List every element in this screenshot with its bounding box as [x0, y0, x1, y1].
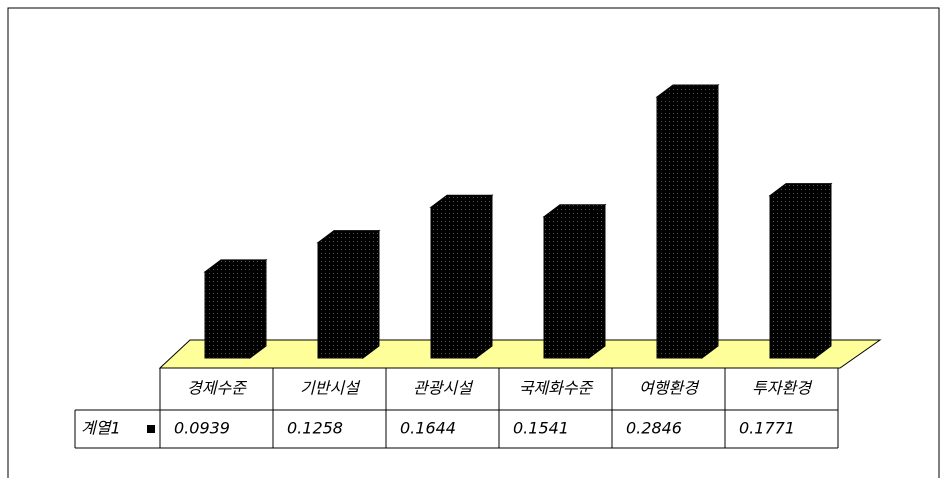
bar-front [204, 271, 251, 359]
bar-side [814, 182, 832, 359]
bar [768, 182, 833, 359]
bar-front [656, 96, 703, 359]
legend-key [147, 425, 155, 433]
bar-side [475, 194, 493, 359]
data-label: 0.1541 [513, 419, 569, 438]
data-label: 0.1644 [400, 419, 456, 438]
category-label: 기반시설 [300, 379, 361, 398]
bar [655, 84, 720, 359]
bar [542, 203, 607, 359]
bar-side [362, 229, 380, 359]
data-label: 0.0939 [174, 419, 230, 438]
bar [429, 194, 494, 359]
bar-front [543, 216, 590, 359]
chart-frame [7, 7, 940, 482]
bar-side [701, 84, 719, 359]
category-label: 여행환경 [639, 379, 700, 398]
data-label: 0.1771 [739, 419, 795, 438]
data-label: 0.2846 [626, 419, 682, 438]
category-label: 관광시설 [413, 379, 474, 398]
bar-front [769, 195, 816, 359]
bar [316, 229, 381, 359]
category-label: 투자환경 [752, 379, 813, 398]
category-label: 경제수준 [187, 379, 247, 398]
bar-front [430, 206, 477, 359]
data-label: 0.1258 [287, 419, 343, 438]
bar-front [317, 242, 364, 359]
bar-side [249, 258, 267, 359]
bar [203, 258, 268, 359]
category-label: 국제화수준 [519, 379, 594, 398]
legend-label: 계열1 [81, 419, 121, 438]
bar-side [588, 203, 606, 359]
